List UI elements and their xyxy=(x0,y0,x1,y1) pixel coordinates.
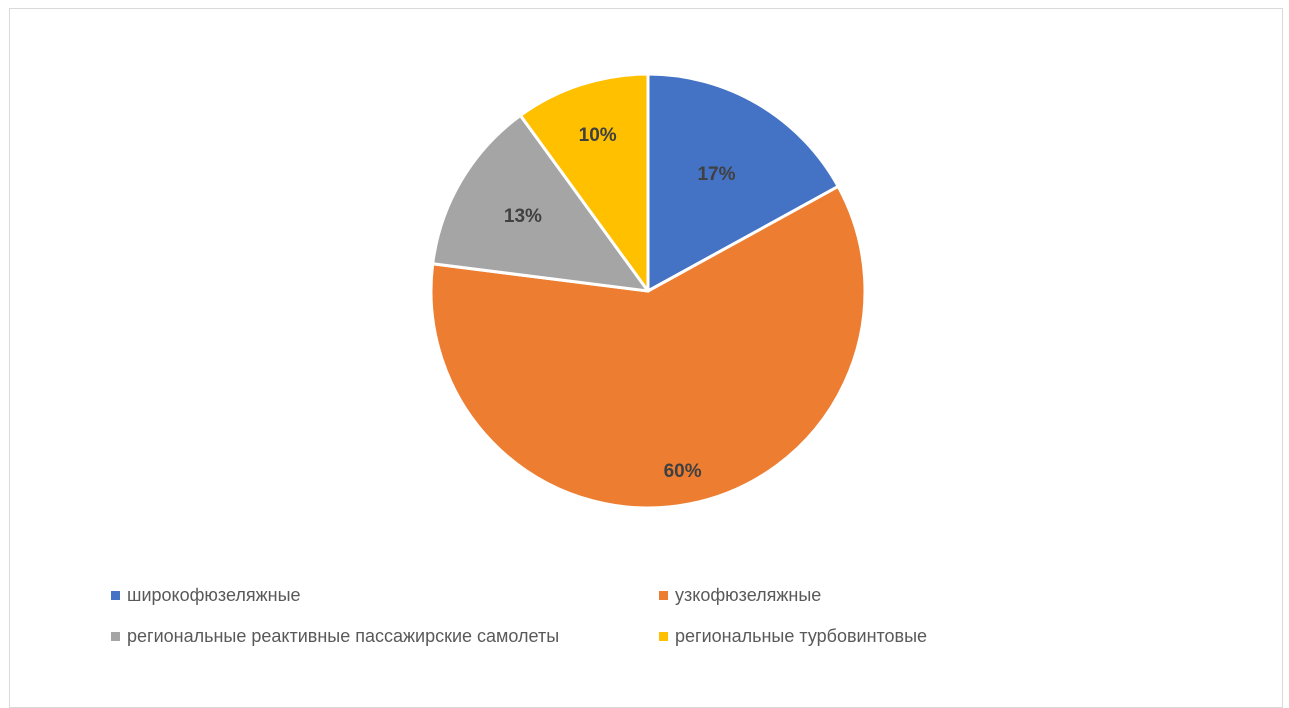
legend-label: региональные реактивные пассажирские сам… xyxy=(127,626,559,647)
legend-swatch-wide-body xyxy=(111,591,120,600)
legend-swatch-regional-jets xyxy=(111,632,120,641)
pie-slices xyxy=(431,74,865,508)
legend-item-regional-jets: региональные реактивные пассажирские сам… xyxy=(111,626,559,647)
legend-item-regional-turboprops: региональные турбовинтовые xyxy=(659,626,927,647)
legend-label: узкофюзеляжные xyxy=(675,585,821,606)
legend-label: региональные турбовинтовые xyxy=(675,626,927,647)
legend-item-narrow-body: узкофюзеляжные xyxy=(659,585,821,606)
data-label-regional-turboprops: 10% xyxy=(579,125,617,146)
legend-label: широкофюзеляжные xyxy=(127,585,301,606)
legend-swatch-narrow-body xyxy=(659,591,668,600)
legend-swatch-regional-turboprops xyxy=(659,632,668,641)
data-label-narrow-body: 60% xyxy=(664,461,702,482)
data-label-wide-body: 17% xyxy=(697,164,735,185)
pie-chart: 17% 60% 13% 10% xyxy=(0,0,1289,668)
legend-item-wide-body: широкофюзеляжные xyxy=(111,585,301,606)
data-label-regional-jets: 13% xyxy=(504,206,542,227)
